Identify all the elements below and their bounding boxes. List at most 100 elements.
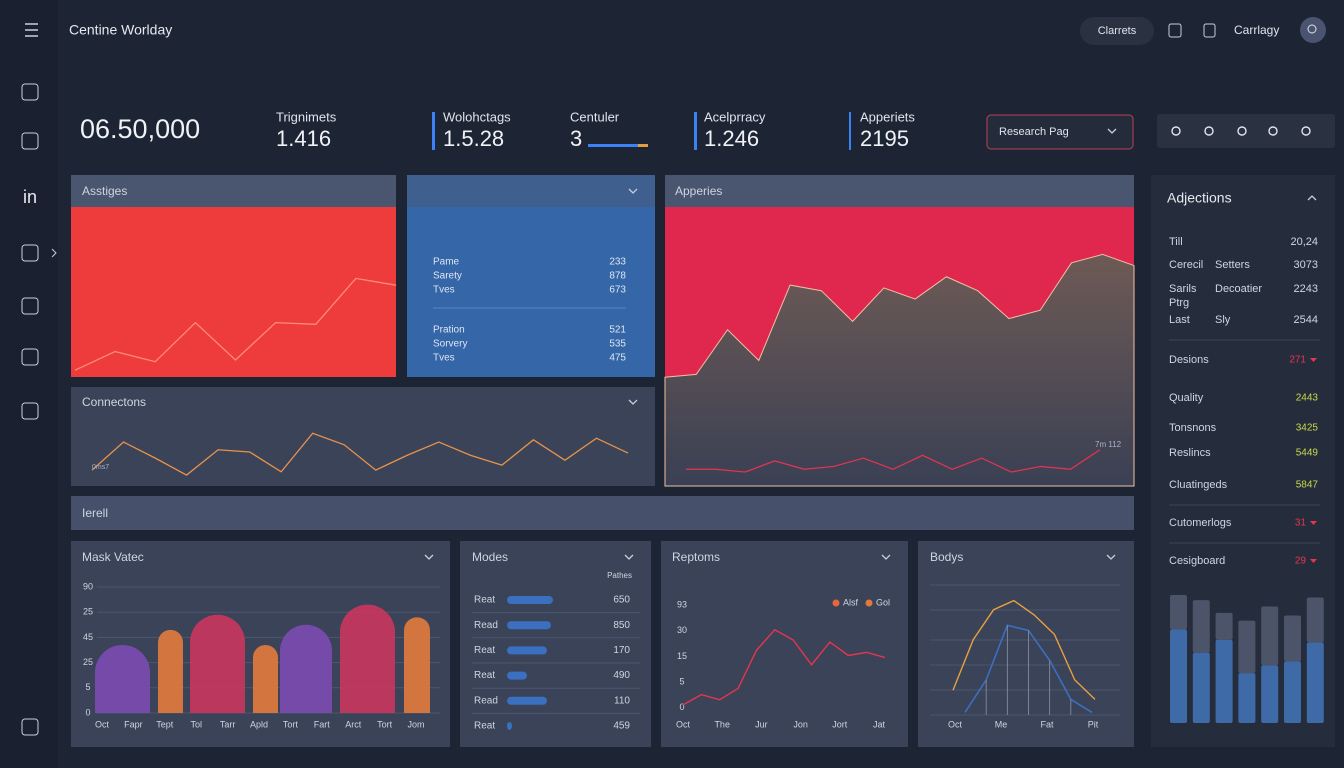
nav-item[interactable]: in [23, 187, 37, 207]
toolbar-icon[interactable] [1268, 126, 1278, 136]
panel-title: Modes [472, 550, 508, 564]
bar [1306, 597, 1324, 643]
row-value: 2544 [1294, 314, 1318, 326]
x-tick-label: Oct [948, 719, 963, 729]
legend-dot [832, 599, 840, 607]
bar [1215, 639, 1233, 723]
bar [1306, 642, 1324, 723]
nav-icon[interactable] [21, 402, 39, 420]
app-title: Centine Worlday [69, 22, 172, 38]
x-tick-label: Jort [832, 719, 848, 729]
panel-header [71, 175, 396, 207]
search-icon[interactable] [1307, 24, 1317, 34]
chevron[interactable] [628, 399, 638, 405]
nav-icon[interactable] [21, 297, 39, 315]
row-value: 535 [609, 339, 626, 350]
row-value: 459 [613, 721, 630, 732]
kpi-bar [638, 144, 648, 147]
y-tick-label: 15 [677, 651, 687, 661]
low-line [686, 449, 1101, 473]
icon[interactable] [1203, 23, 1216, 38]
trend-arrow [1310, 521, 1317, 525]
row-label: Ptrg [1169, 297, 1189, 309]
bar [507, 646, 547, 655]
section-bar [71, 496, 1134, 530]
chevron[interactable] [1107, 128, 1117, 134]
kpi-value: 3 [570, 126, 582, 151]
x-tick-label: Arct [345, 719, 362, 729]
row-label: Decoatier [1215, 283, 1262, 295]
icon[interactable] [1168, 23, 1182, 38]
button-label[interactable]: Clarrets [1098, 25, 1137, 37]
x-tick-label: Jat [873, 719, 886, 729]
row-value: 673 [609, 285, 626, 296]
section-title: Ierell [82, 506, 108, 520]
bar [1261, 606, 1279, 666]
row-label: Till [1169, 236, 1183, 248]
x-tick-label: Jon [793, 719, 808, 729]
y-tick-label: 45 [83, 632, 93, 642]
kpi-label: Centuler [570, 109, 620, 124]
x-tick-label: Tort [283, 719, 299, 729]
panel [661, 541, 908, 747]
row-value: 20,24 [1290, 236, 1318, 248]
note: Pathes [607, 571, 632, 580]
nav-icon[interactable] [21, 83, 39, 101]
row-value: 2443 [1296, 393, 1319, 404]
chevron[interactable] [1307, 195, 1317, 201]
chevron[interactable] [1106, 554, 1116, 560]
row-label: Cluatingeds [1169, 479, 1228, 491]
nav-icon[interactable] [21, 244, 39, 262]
bar [280, 624, 332, 713]
bar [158, 629, 183, 713]
annotation: 0ms7 [92, 464, 109, 471]
y-tick-label: 25 [83, 657, 93, 667]
button[interactable] [1080, 17, 1154, 45]
row-value: 110 [614, 695, 630, 706]
chevron[interactable] [881, 554, 891, 560]
chevron[interactable] [424, 554, 434, 560]
y-tick-label: 0 [85, 707, 90, 717]
row-label: Read [474, 695, 498, 706]
dropdown-label[interactable]: Research Pag [999, 126, 1069, 138]
kpi-value: 1.416 [276, 126, 331, 151]
row-value: 2243 [1294, 283, 1318, 295]
user-name: Carrlagy [1234, 23, 1279, 37]
bar [1215, 612, 1233, 640]
toolbar-icon[interactable] [1171, 126, 1181, 136]
toolbar-icon[interactable] [1301, 126, 1311, 136]
bar [1170, 629, 1187, 723]
bar [507, 621, 551, 630]
chevron[interactable] [628, 188, 638, 194]
kpi-accent [432, 112, 435, 150]
row-label: Setters [1215, 259, 1250, 271]
row-label: Reat [474, 721, 495, 732]
toolbar-icon[interactable] [1237, 126, 1247, 136]
panel-header [665, 175, 1134, 207]
x-tick-label: Pit [1088, 719, 1099, 729]
kpi-value: 1.246 [704, 126, 759, 151]
nav-icon[interactable] [21, 348, 39, 366]
row-label: Pration [433, 325, 465, 336]
bar [1238, 673, 1256, 723]
nav-icon[interactable] [21, 718, 39, 736]
x-tick-label: Jur [755, 719, 768, 729]
kpi-accent [694, 112, 697, 150]
y-tick-label: 25 [83, 607, 93, 617]
dropdown[interactable] [986, 114, 1134, 150]
nav-icon[interactable] [21, 132, 39, 150]
search-button[interactable] [1300, 17, 1326, 43]
nav-arrow[interactable] [51, 248, 57, 258]
panel-title: Asstiges [82, 184, 127, 198]
row-value: 650 [613, 595, 630, 606]
row-label: Cerecil [1169, 259, 1203, 271]
x-tick-label: Tarr [220, 719, 236, 729]
sidebar [0, 0, 58, 768]
toolbar-icon[interactable] [1204, 126, 1214, 136]
chevron[interactable] [624, 554, 634, 560]
y-tick-label: 0 [679, 702, 684, 712]
row-label: Quality [1169, 392, 1204, 404]
legend-dot [865, 599, 873, 607]
panel-header [407, 175, 655, 207]
